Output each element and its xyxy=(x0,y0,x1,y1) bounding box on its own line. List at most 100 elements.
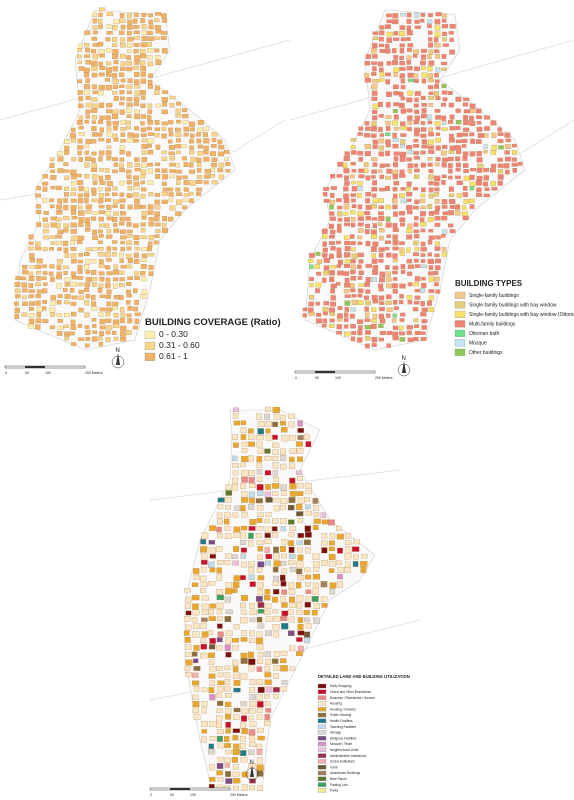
building xyxy=(78,66,85,71)
building xyxy=(232,463,239,468)
building xyxy=(120,331,126,337)
building xyxy=(413,120,419,125)
building xyxy=(448,163,453,169)
building xyxy=(35,264,42,269)
legend-swatch xyxy=(317,724,327,729)
building xyxy=(385,125,391,131)
building xyxy=(257,602,265,608)
building xyxy=(91,66,98,71)
building xyxy=(126,31,132,36)
building xyxy=(91,259,97,264)
building xyxy=(201,687,208,692)
building xyxy=(257,582,264,589)
building xyxy=(49,157,55,162)
building xyxy=(92,12,97,17)
building xyxy=(357,181,363,186)
building xyxy=(105,330,111,335)
building xyxy=(127,318,133,324)
building xyxy=(183,162,189,167)
building xyxy=(328,554,336,560)
building xyxy=(91,60,98,67)
building xyxy=(119,216,126,222)
building xyxy=(92,30,98,35)
building xyxy=(133,157,140,162)
building xyxy=(433,49,440,54)
building xyxy=(442,211,449,216)
building xyxy=(216,666,223,671)
building xyxy=(407,198,412,202)
building xyxy=(92,324,97,328)
building xyxy=(155,222,161,227)
building xyxy=(126,151,131,157)
building xyxy=(224,533,232,540)
building xyxy=(392,240,399,246)
building xyxy=(426,24,432,29)
building xyxy=(126,264,133,269)
building xyxy=(225,652,232,658)
building xyxy=(385,185,390,192)
building xyxy=(504,132,511,138)
building xyxy=(161,121,168,126)
building xyxy=(134,60,140,65)
building xyxy=(441,145,448,149)
building xyxy=(357,241,363,245)
building xyxy=(304,482,312,489)
building xyxy=(70,282,77,287)
building xyxy=(337,581,343,588)
building xyxy=(309,277,314,281)
building xyxy=(435,54,441,59)
building xyxy=(386,271,392,277)
building xyxy=(55,313,63,317)
building xyxy=(248,729,256,736)
building xyxy=(185,624,192,631)
building xyxy=(57,156,64,162)
building xyxy=(155,55,161,60)
building xyxy=(456,180,463,185)
building xyxy=(148,24,154,30)
building xyxy=(184,644,192,650)
building xyxy=(78,210,85,216)
building xyxy=(350,275,357,281)
building xyxy=(57,247,62,251)
building xyxy=(413,138,419,143)
building xyxy=(441,24,449,29)
building xyxy=(434,73,439,78)
building xyxy=(329,533,336,539)
building xyxy=(469,103,476,109)
building xyxy=(448,193,455,198)
building xyxy=(462,192,468,197)
legend-label: 0.61 - 1 xyxy=(159,351,188,361)
building xyxy=(358,157,364,162)
building xyxy=(161,127,167,131)
building xyxy=(336,560,343,565)
building xyxy=(386,13,392,18)
building xyxy=(435,289,441,294)
building xyxy=(441,162,447,168)
building xyxy=(140,258,147,262)
building xyxy=(265,560,272,566)
building xyxy=(84,54,91,58)
building xyxy=(78,186,84,192)
building xyxy=(357,276,363,280)
building xyxy=(407,115,413,121)
building xyxy=(175,144,182,149)
building xyxy=(280,686,288,692)
building xyxy=(56,271,62,277)
building xyxy=(257,490,264,496)
building xyxy=(204,168,211,174)
building xyxy=(385,24,391,29)
building xyxy=(280,596,287,603)
building xyxy=(126,222,132,227)
building xyxy=(99,331,104,337)
building xyxy=(399,169,405,175)
building xyxy=(428,271,434,276)
building xyxy=(78,235,85,241)
building xyxy=(200,582,208,587)
building xyxy=(140,270,146,276)
building xyxy=(225,609,233,614)
building xyxy=(120,61,126,67)
building xyxy=(154,25,161,31)
building xyxy=(36,222,42,228)
building xyxy=(399,55,404,60)
building xyxy=(364,151,371,156)
